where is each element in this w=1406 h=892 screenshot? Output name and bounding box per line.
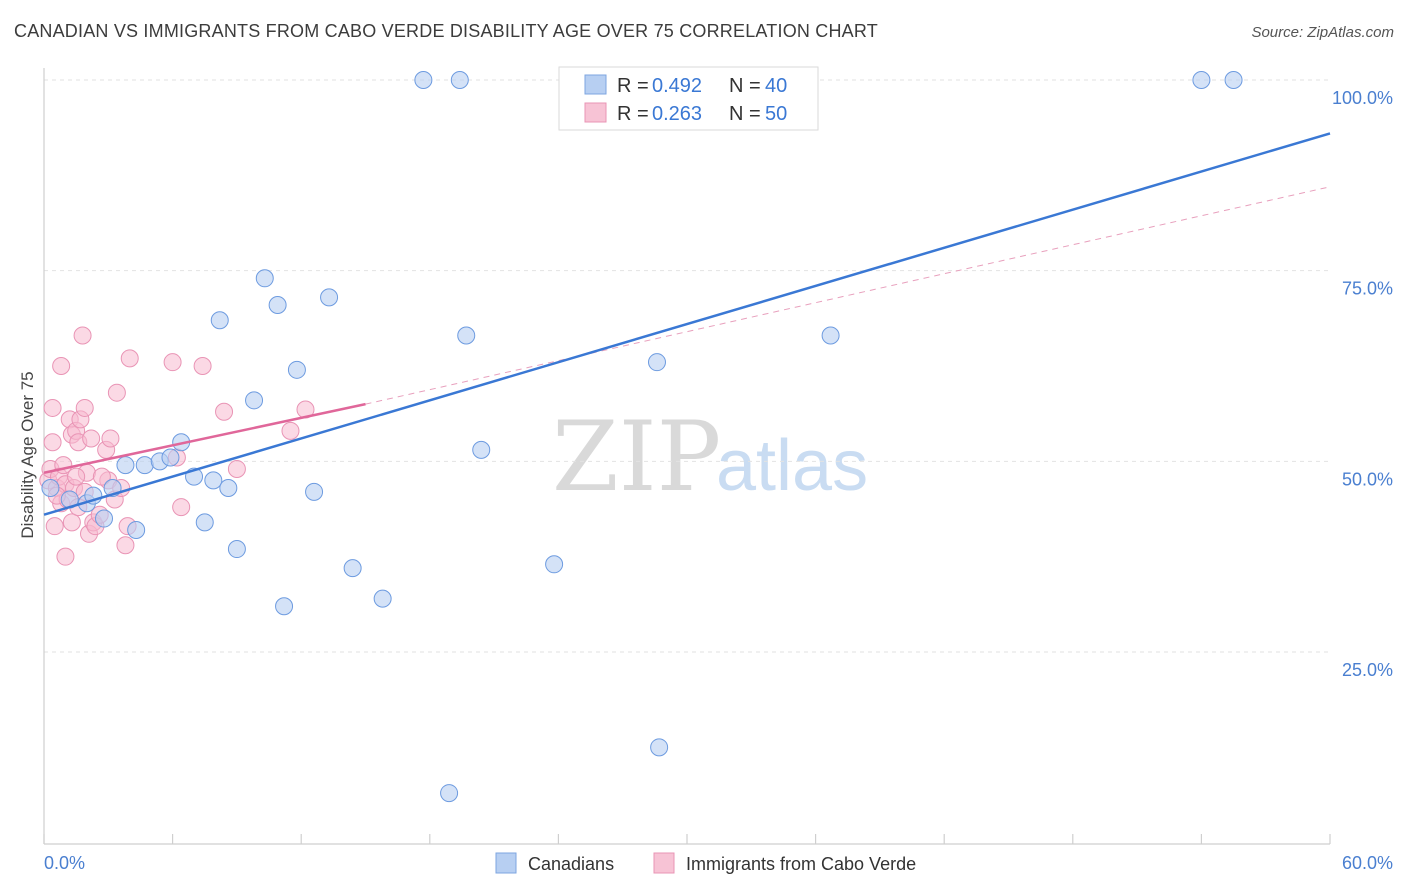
cabo-verde-point <box>281 421 300 440</box>
canadians-point <box>305 482 324 501</box>
cabo-verde-point <box>82 429 101 448</box>
x-tick-label-min: 0.0% <box>44 853 85 873</box>
y-axis-title: Disability Age Over 75 <box>18 371 37 538</box>
canadians-point <box>116 456 135 475</box>
watermark-atlas: atlas <box>716 426 868 506</box>
canadians-point <box>414 71 433 89</box>
x-tick-label-max: 60.0% <box>1342 853 1393 873</box>
canadians-point <box>127 520 146 539</box>
cabo-verde-point <box>163 353 182 372</box>
cabo-verde-point <box>92 467 111 486</box>
cabo-verde-trend-extension <box>365 186 1331 405</box>
series-legend-swatch-cabo-verde <box>653 852 675 874</box>
canadians-point <box>219 479 238 498</box>
watermark-zip: ZIP <box>552 401 721 513</box>
cabo-verde-point <box>101 429 120 448</box>
cabo-verde-point <box>67 467 86 486</box>
canadians-point <box>245 391 264 410</box>
source-credit: Source: ZipAtlas.com <box>1251 24 1394 41</box>
legend-r-value-1: 0.492 <box>652 75 702 97</box>
cabo-verde-point <box>43 398 62 417</box>
canadians-point <box>135 456 154 475</box>
legend-r-label-2: R = <box>617 103 649 125</box>
cabo-verde-point <box>116 536 135 555</box>
cabo-verde-point <box>193 357 212 375</box>
cabo-verde-point <box>227 459 246 478</box>
legend-n-label-2: N = <box>729 103 761 125</box>
legend-swatch-cabo-verde <box>584 102 607 123</box>
legend-n-value-1: 40 <box>765 75 787 97</box>
watermark: ZIP atlas <box>552 401 868 513</box>
cabo-verde-point <box>107 383 126 402</box>
cabo-verde-point <box>43 433 62 452</box>
canadians-point <box>343 559 362 578</box>
legend-n-value-2: 50 <box>765 103 787 125</box>
canadians-point <box>457 326 476 345</box>
canadians-point <box>268 295 287 314</box>
legend-swatch-canadians <box>584 74 607 95</box>
canadians-point <box>227 540 246 559</box>
series-legend-label-cabo-verde: Immigrants from Cabo Verde <box>686 854 916 874</box>
canadians-point <box>373 589 392 608</box>
trend-lines <box>43 132 1331 516</box>
y-tick-label-75: 75.0% <box>1342 279 1393 299</box>
cabo-verde-point <box>62 513 81 532</box>
canadians-point <box>647 353 666 372</box>
canadians-point <box>95 509 114 528</box>
canadians-point <box>204 471 223 490</box>
canadians-point <box>195 513 214 532</box>
correlation-legend: R = 0.492 N = 40 R = 0.263 N = 50 <box>558 66 819 131</box>
canadians-point <box>320 288 339 307</box>
gridlines <box>44 79 1330 653</box>
cabo-verde-trend-line <box>43 402 366 474</box>
canadians-point <box>275 597 294 616</box>
canadians-point <box>255 269 274 288</box>
canadians-point <box>545 555 564 574</box>
cabo-verde-point <box>120 349 139 368</box>
canadians-point <box>1224 71 1243 89</box>
canadians-point <box>440 784 459 803</box>
cabo-verde-point <box>52 357 71 375</box>
y-tick-label-25: 25.0% <box>1342 660 1393 680</box>
canadians-point <box>210 311 229 330</box>
cabo-verde-point <box>45 517 64 536</box>
cabo-verde-point <box>56 547 75 566</box>
series-legend-label-canadians: Canadians <box>528 854 614 874</box>
y-tick-label-50: 50.0% <box>1342 469 1393 489</box>
series-legend: Canadians Immigrants from Cabo Verde <box>495 852 916 874</box>
canadians-point <box>41 479 60 498</box>
canadians-point <box>472 440 491 459</box>
cabo-verde-point <box>215 402 234 421</box>
cabo-verde-point <box>75 398 94 417</box>
legend-n-label-1: N = <box>729 75 761 97</box>
canadians-point <box>450 71 469 89</box>
canadians-point <box>650 738 669 757</box>
chart-title: CANADIAN VS IMMIGRANTS FROM CABO VERDE D… <box>14 21 878 41</box>
canadians-point <box>287 360 306 379</box>
y-tick-labels: 25.0% 50.0% 75.0% 100.0% <box>1332 88 1393 680</box>
canadians-trend-line <box>43 132 1331 516</box>
legend-r-label-1: R = <box>617 75 649 97</box>
cabo-verde-point <box>172 498 191 517</box>
legend-r-value-2: 0.263 <box>652 103 702 125</box>
cabo-verde-point <box>73 326 92 345</box>
series-legend-swatch-canadians <box>495 852 517 874</box>
canadians-point <box>161 448 180 467</box>
canadians-point <box>821 326 840 345</box>
y-tick-label-100: 100.0% <box>1332 88 1393 108</box>
x-axis-ticks <box>43 834 1331 844</box>
canadians-point <box>1192 71 1211 89</box>
